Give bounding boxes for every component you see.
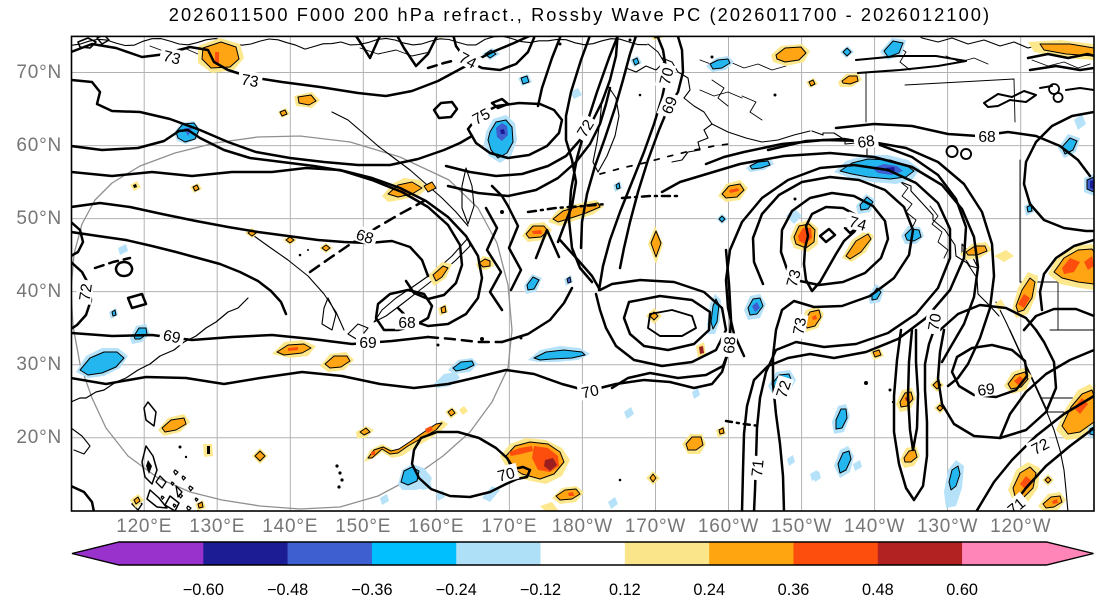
svg-text:−0.24: −0.24 bbox=[436, 581, 477, 599]
svg-text:69: 69 bbox=[359, 335, 376, 352]
svg-text:70: 70 bbox=[580, 382, 601, 402]
svg-text:73: 73 bbox=[784, 268, 805, 289]
svg-text:130°E: 130°E bbox=[189, 516, 245, 537]
svg-text:160°E: 160°E bbox=[408, 516, 464, 537]
svg-text:68: 68 bbox=[978, 129, 995, 146]
svg-text:150°E: 150°E bbox=[335, 516, 391, 537]
svg-text:74: 74 bbox=[456, 50, 480, 73]
svg-text:40°N: 40°N bbox=[16, 281, 62, 302]
svg-text:72: 72 bbox=[1029, 436, 1052, 459]
svg-text:73: 73 bbox=[161, 48, 182, 69]
svg-text:30°N: 30°N bbox=[16, 354, 62, 375]
svg-text:160°W: 160°W bbox=[698, 516, 759, 537]
svg-text:74: 74 bbox=[847, 214, 869, 235]
svg-text:75: 75 bbox=[470, 105, 494, 128]
svg-text:68: 68 bbox=[856, 133, 876, 152]
svg-text:72: 72 bbox=[77, 282, 96, 302]
svg-text:140°E: 140°E bbox=[262, 516, 318, 537]
svg-text:72: 72 bbox=[574, 117, 598, 141]
svg-text:68: 68 bbox=[354, 226, 376, 248]
svg-text:120°E: 120°E bbox=[116, 516, 172, 537]
svg-text:70: 70 bbox=[925, 312, 945, 332]
svg-text:69: 69 bbox=[161, 327, 182, 347]
svg-text:60°N: 60°N bbox=[16, 135, 62, 156]
svg-text:170°W: 170°W bbox=[625, 516, 686, 537]
svg-text:70: 70 bbox=[496, 465, 517, 486]
svg-text:70°N: 70°N bbox=[16, 62, 62, 83]
svg-text:72: 72 bbox=[773, 379, 795, 401]
svg-text:−0.12: −0.12 bbox=[520, 581, 561, 599]
svg-text:69: 69 bbox=[976, 381, 996, 400]
svg-text:−0.36: −0.36 bbox=[351, 581, 392, 599]
svg-text:170°E: 170°E bbox=[481, 516, 537, 537]
svg-text:69: 69 bbox=[659, 94, 681, 116]
svg-text:180°W: 180°W bbox=[552, 516, 613, 537]
svg-text:20°N: 20°N bbox=[16, 427, 62, 448]
svg-text:73: 73 bbox=[790, 316, 810, 336]
svg-text:0.36: 0.36 bbox=[778, 581, 810, 599]
svg-text:73: 73 bbox=[240, 71, 260, 91]
svg-text:120°W: 120°W bbox=[990, 516, 1051, 537]
svg-text:150°W: 150°W bbox=[771, 516, 832, 537]
svg-text:0.48: 0.48 bbox=[862, 581, 894, 599]
svg-text:70: 70 bbox=[657, 65, 678, 86]
svg-text:0.24: 0.24 bbox=[693, 581, 725, 599]
svg-text:2026011500 F000 200 hPa refrac: 2026011500 F000 200 hPa refract., Rossby… bbox=[169, 5, 991, 25]
svg-text:0.12: 0.12 bbox=[609, 581, 641, 599]
svg-text:68: 68 bbox=[398, 315, 415, 332]
svg-text:130°W: 130°W bbox=[917, 516, 978, 537]
svg-text:−0.60: −0.60 bbox=[183, 581, 224, 599]
svg-text:0.60: 0.60 bbox=[946, 581, 978, 599]
svg-text:140°W: 140°W bbox=[844, 516, 905, 537]
svg-text:−0.48: −0.48 bbox=[267, 581, 308, 599]
svg-text:50°N: 50°N bbox=[16, 208, 62, 229]
svg-text:68: 68 bbox=[721, 336, 739, 355]
svg-text:71: 71 bbox=[749, 459, 768, 478]
